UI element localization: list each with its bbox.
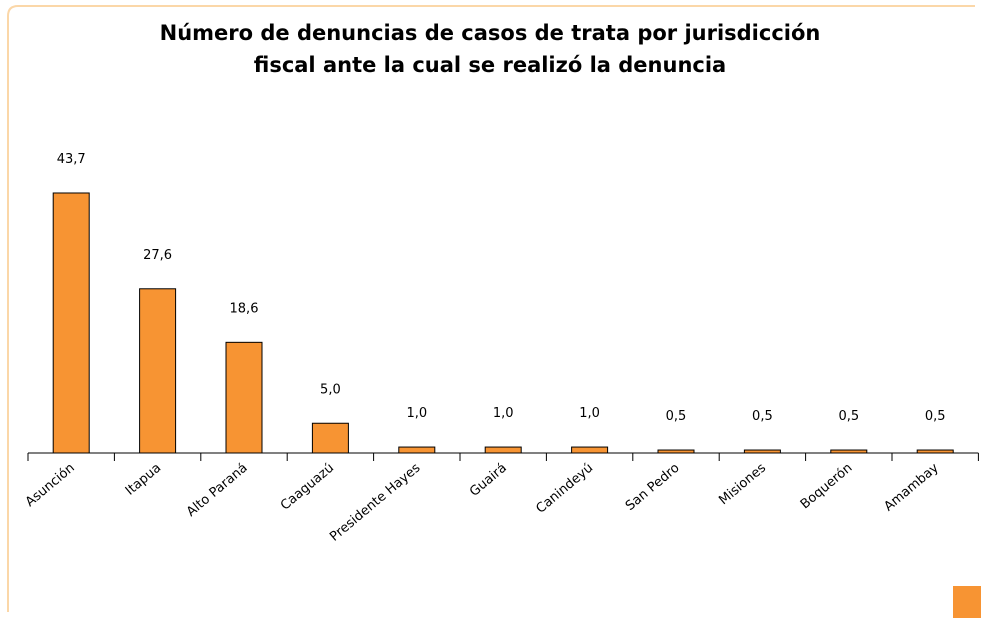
bar: [916, 449, 954, 454]
x-tick-label: Misiones: [716, 460, 769, 508]
bar: [311, 422, 349, 454]
value-label: 1,0: [406, 406, 427, 421]
bar: [139, 288, 177, 454]
value-label: 1,0: [493, 406, 514, 421]
bar: [398, 446, 436, 454]
bar: [225, 341, 263, 454]
bar: [657, 449, 695, 454]
bar: [743, 449, 781, 454]
chart-title: Número de denuncias de casos de trata po…: [160, 21, 821, 45]
x-tick-label: Alto Paraná: [184, 461, 251, 520]
value-label: 0,5: [666, 409, 687, 424]
bar: [484, 446, 522, 454]
bar: [830, 449, 868, 454]
value-label: 0,5: [838, 409, 859, 424]
x-tick-label: Presidente Hayes: [327, 460, 423, 544]
x-tick-label: Itapua: [123, 461, 164, 499]
value-label: 0,5: [925, 409, 946, 424]
x-tick-label: Boquerón: [798, 461, 856, 513]
bar: [52, 192, 90, 454]
chart-title: fiscal ante la cual se realizó la denunc…: [254, 53, 726, 77]
value-label: 43,7: [57, 152, 86, 167]
x-tick-label: Caaguazú: [278, 461, 337, 514]
bar: [571, 446, 609, 454]
value-label: 1,0: [579, 406, 600, 421]
value-label: 5,0: [320, 382, 341, 397]
x-tick-label: Amambay: [881, 460, 942, 514]
x-tick-label: Asunción: [23, 461, 78, 510]
value-label: 0,5: [752, 409, 773, 424]
corner-square: [953, 586, 981, 618]
value-label: 18,6: [230, 301, 259, 316]
x-tick-label: San Pedro: [623, 461, 683, 514]
value-label: 27,6: [143, 248, 172, 263]
frame: [7, 5, 975, 612]
x-tick-label: Canindeyú: [533, 461, 596, 517]
x-tick-label: Guairá: [467, 461, 510, 500]
